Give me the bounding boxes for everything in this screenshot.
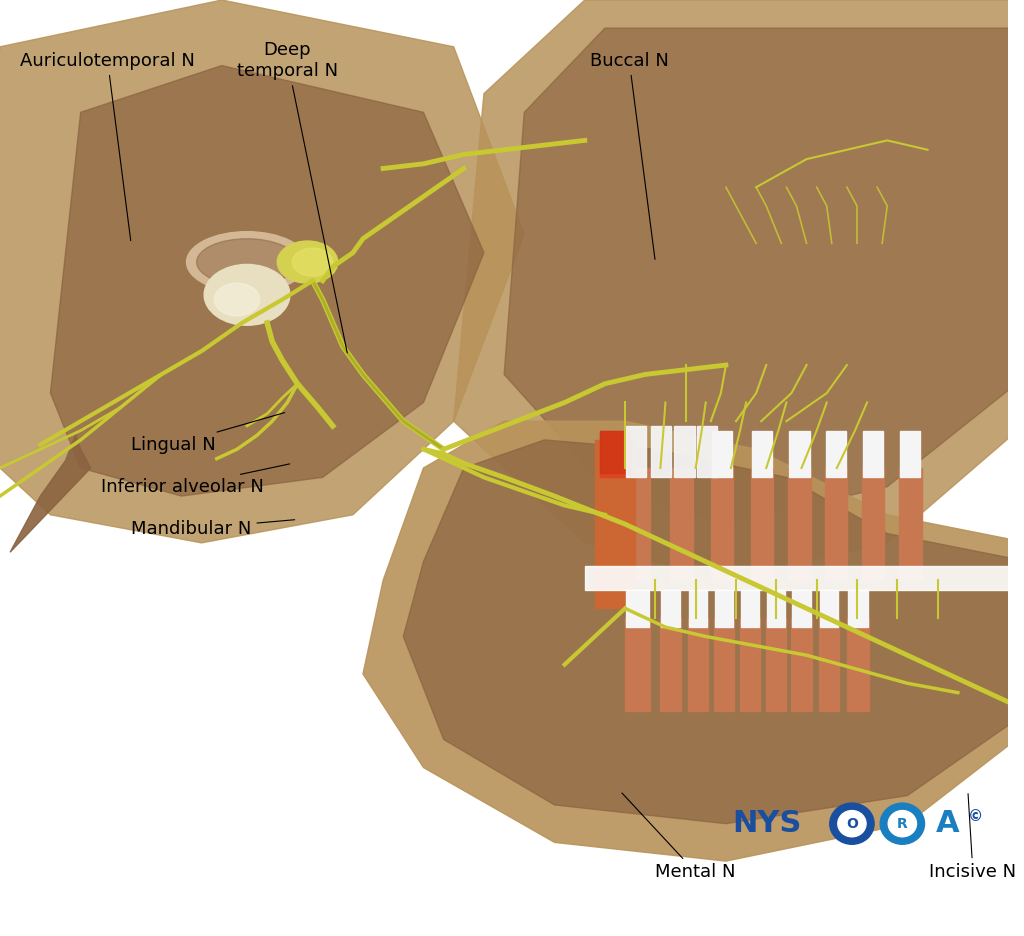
- Bar: [715, 590, 733, 627]
- Polygon shape: [504, 28, 1024, 524]
- Bar: [767, 590, 785, 627]
- Polygon shape: [403, 440, 1024, 824]
- Bar: [741, 590, 759, 627]
- Text: Mental N: Mental N: [622, 793, 736, 882]
- Bar: [825, 431, 846, 477]
- Bar: [585, 566, 1024, 590]
- Bar: [766, 618, 786, 711]
- Text: NYS: NYS: [732, 810, 802, 838]
- Polygon shape: [454, 0, 1024, 580]
- Bar: [626, 590, 649, 627]
- Bar: [824, 468, 847, 580]
- Text: Buccal N: Buccal N: [590, 51, 669, 259]
- Text: O: O: [846, 817, 858, 830]
- Text: Deep
temporal N: Deep temporal N: [237, 41, 347, 353]
- Polygon shape: [10, 435, 91, 552]
- Text: A: A: [936, 810, 959, 838]
- Bar: [600, 431, 630, 477]
- Bar: [651, 426, 672, 477]
- Bar: [595, 440, 635, 608]
- Bar: [662, 590, 680, 627]
- Circle shape: [888, 811, 916, 837]
- Text: R: R: [897, 817, 907, 830]
- Text: Inferior alveolar N: Inferior alveolar N: [100, 464, 290, 496]
- Bar: [792, 618, 812, 711]
- Bar: [788, 468, 811, 580]
- Bar: [862, 468, 884, 580]
- Bar: [600, 431, 630, 473]
- Ellipse shape: [278, 241, 338, 283]
- Polygon shape: [0, 0, 524, 543]
- Bar: [625, 618, 650, 711]
- Text: ©: ©: [968, 809, 983, 824]
- Bar: [712, 431, 732, 477]
- Polygon shape: [50, 66, 484, 496]
- Circle shape: [881, 803, 925, 844]
- Text: Lingual N: Lingual N: [131, 413, 285, 454]
- Bar: [696, 426, 717, 477]
- Bar: [687, 618, 708, 711]
- Bar: [711, 468, 733, 580]
- Bar: [819, 590, 838, 627]
- Bar: [625, 468, 650, 580]
- Circle shape: [838, 811, 866, 837]
- Bar: [626, 426, 646, 477]
- Ellipse shape: [293, 248, 333, 276]
- Bar: [899, 468, 922, 580]
- Bar: [675, 426, 694, 477]
- Bar: [900, 431, 921, 477]
- Bar: [818, 618, 839, 711]
- Bar: [688, 590, 707, 627]
- Bar: [752, 431, 772, 477]
- Bar: [863, 431, 883, 477]
- Ellipse shape: [214, 283, 260, 315]
- Text: Incisive N: Incisive N: [930, 794, 1017, 882]
- Bar: [848, 590, 868, 627]
- Bar: [740, 618, 760, 711]
- Bar: [790, 431, 810, 477]
- Text: Mandibular N: Mandibular N: [131, 519, 295, 538]
- Polygon shape: [362, 421, 1024, 861]
- Ellipse shape: [204, 264, 290, 325]
- Bar: [752, 468, 773, 580]
- Bar: [714, 618, 734, 711]
- Bar: [671, 468, 692, 580]
- Bar: [793, 590, 811, 627]
- Ellipse shape: [186, 231, 307, 292]
- Bar: [847, 618, 869, 711]
- Ellipse shape: [197, 239, 297, 285]
- Text: Auriculotemporal N: Auriculotemporal N: [20, 51, 195, 241]
- Circle shape: [829, 803, 874, 844]
- Bar: [660, 618, 681, 711]
